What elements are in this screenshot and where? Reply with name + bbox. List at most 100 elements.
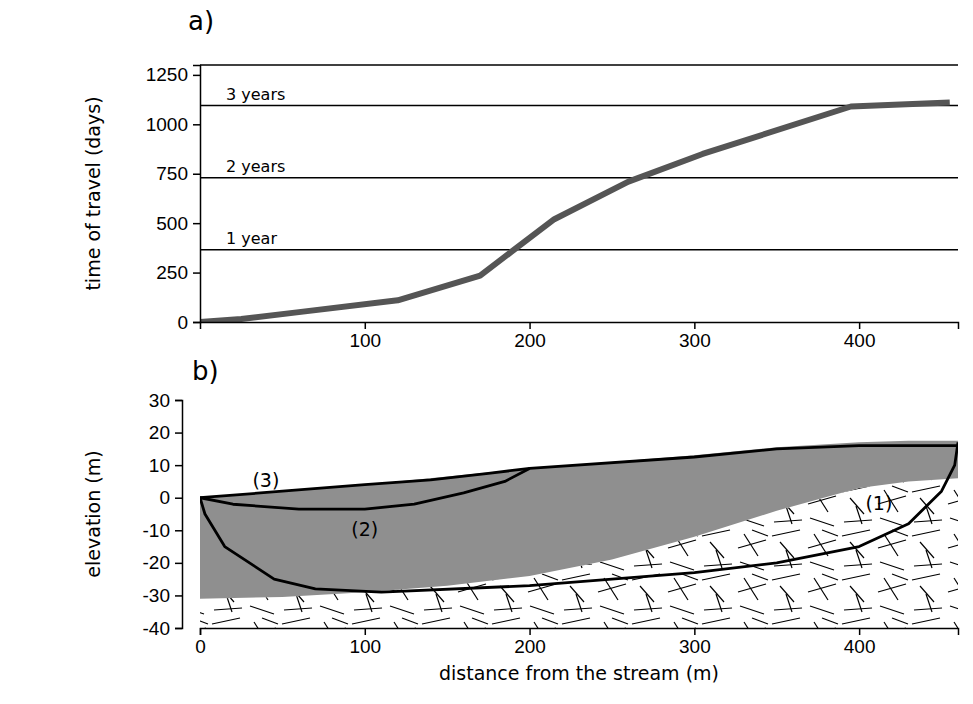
tick-mark [175, 400, 182, 402]
tick: -20 [143, 552, 182, 573]
tick-label: 0 [177, 312, 188, 333]
tick-label: 100 [349, 636, 381, 657]
tick-mark [175, 465, 182, 467]
tick-label: 300 [679, 636, 711, 657]
travel-time-line [200, 103, 950, 322]
tick: 500 [156, 213, 200, 234]
tick-mark [529, 628, 531, 635]
panel-a: 1 year 2 years 3 years 100 200 300 400 0 250 500 7… [82, 6, 959, 351]
tick-label: 200 [514, 636, 546, 657]
tick-mark [175, 497, 182, 499]
tick: 20 [149, 422, 182, 443]
tick: 1000 [146, 114, 200, 135]
tick-label: 30 [149, 390, 170, 411]
tick-label: -30 [143, 585, 170, 606]
y-axis-title: elevation (m) [82, 450, 104, 577]
tick-label: -10 [143, 520, 170, 541]
tick: 0 [159, 487, 182, 508]
tick: 100 [349, 322, 381, 351]
tick: 400 [844, 628, 876, 657]
reference-label: 1 year [226, 229, 277, 248]
x-axis: 0 100 200 300 400 [195, 628, 958, 657]
flow-path-label: (2) [351, 518, 378, 540]
tick-mark [193, 223, 200, 225]
aquifer [200, 441, 958, 599]
flow-path-label: (1) [865, 492, 892, 514]
tick-label: 400 [844, 330, 876, 351]
tick: 250 [156, 262, 200, 283]
tick: 100 [349, 628, 381, 657]
tick-label: 1250 [146, 64, 188, 85]
tick-mark [193, 75, 200, 77]
tick: -10 [143, 520, 182, 541]
tick-label: 0 [195, 636, 206, 657]
tick-label: 10 [149, 455, 170, 476]
tick: 300 [679, 322, 711, 351]
panel-label: a) [188, 6, 214, 36]
flow-path-label: (3) [252, 469, 279, 491]
tick: 1250 [146, 64, 200, 85]
tick-mark [365, 322, 367, 329]
tick-mark [200, 628, 202, 635]
tick-label: -40 [143, 618, 170, 639]
tick-label: 100 [349, 330, 381, 351]
x-axis-title: distance from the stream (m) [439, 662, 719, 684]
tick-mark [859, 322, 861, 329]
tick-mark [175, 628, 182, 630]
tick-mark [193, 322, 200, 324]
tick-label: 750 [156, 163, 188, 184]
x-axis: 100 200 300 400 [201, 322, 959, 351]
tick-mark [694, 628, 696, 635]
y-axis-title: time of travel (days) [82, 96, 104, 290]
x-axis-line [201, 323, 959, 330]
y-axis-line [193, 66, 201, 323]
tick: 200 [514, 322, 546, 351]
tick: 0 [195, 628, 206, 657]
tick: 0 [177, 312, 200, 333]
tick: 750 [156, 163, 200, 184]
tick-mark [694, 322, 696, 329]
reference-label: 2 years [226, 157, 285, 176]
plot-area [200, 441, 958, 628]
tick-mark [175, 595, 182, 597]
tick-label: 250 [156, 262, 188, 283]
reference-line [200, 249, 958, 251]
tick-label: 1000 [146, 114, 188, 135]
flow-path [200, 446, 958, 498]
tick-mark [365, 628, 367, 635]
x-axis-line [201, 629, 959, 636]
tick-label: 400 [844, 636, 876, 657]
tick-label: 300 [679, 330, 711, 351]
tick: 200 [514, 628, 546, 657]
tick-mark [193, 272, 200, 274]
tick-label: 0 [159, 487, 170, 508]
y-axis-line [175, 401, 183, 629]
tick: 10 [149, 455, 182, 476]
reference-line [200, 177, 958, 179]
panel-label: b) [192, 356, 219, 386]
tick-label: 500 [156, 213, 188, 234]
y-axis: 0 250 500 750 1000 1250 [146, 64, 201, 332]
tick-mark [193, 173, 200, 175]
tick-mark [529, 322, 531, 329]
tick: -30 [143, 585, 182, 606]
tick: 400 [844, 322, 876, 351]
frame [200, 64, 958, 66]
y-axis: -40 -30 -20 -10 0 10 20 30 [143, 390, 183, 639]
panel-b: (1) (2) (3) 0 100 200 300 400 -40 -30 -20 -10 0 10 20 3… [82, 356, 959, 684]
tick-mark [175, 563, 182, 565]
tick-label: -20 [143, 552, 170, 573]
tick-mark [193, 124, 200, 126]
figure: 1 year2 years3 years10020030040002505007… [0, 0, 973, 704]
tick: 300 [679, 628, 711, 657]
tick: 30 [149, 390, 182, 411]
tick-mark [859, 628, 861, 635]
tick-mark [175, 432, 182, 434]
tick: -40 [143, 618, 182, 639]
reference-label: 3 years [226, 85, 285, 104]
tick-label: 20 [149, 422, 170, 443]
plot-area [200, 103, 958, 322]
tick-mark [175, 530, 182, 532]
flow-path [200, 442, 958, 592]
tick-label: 200 [514, 330, 546, 351]
